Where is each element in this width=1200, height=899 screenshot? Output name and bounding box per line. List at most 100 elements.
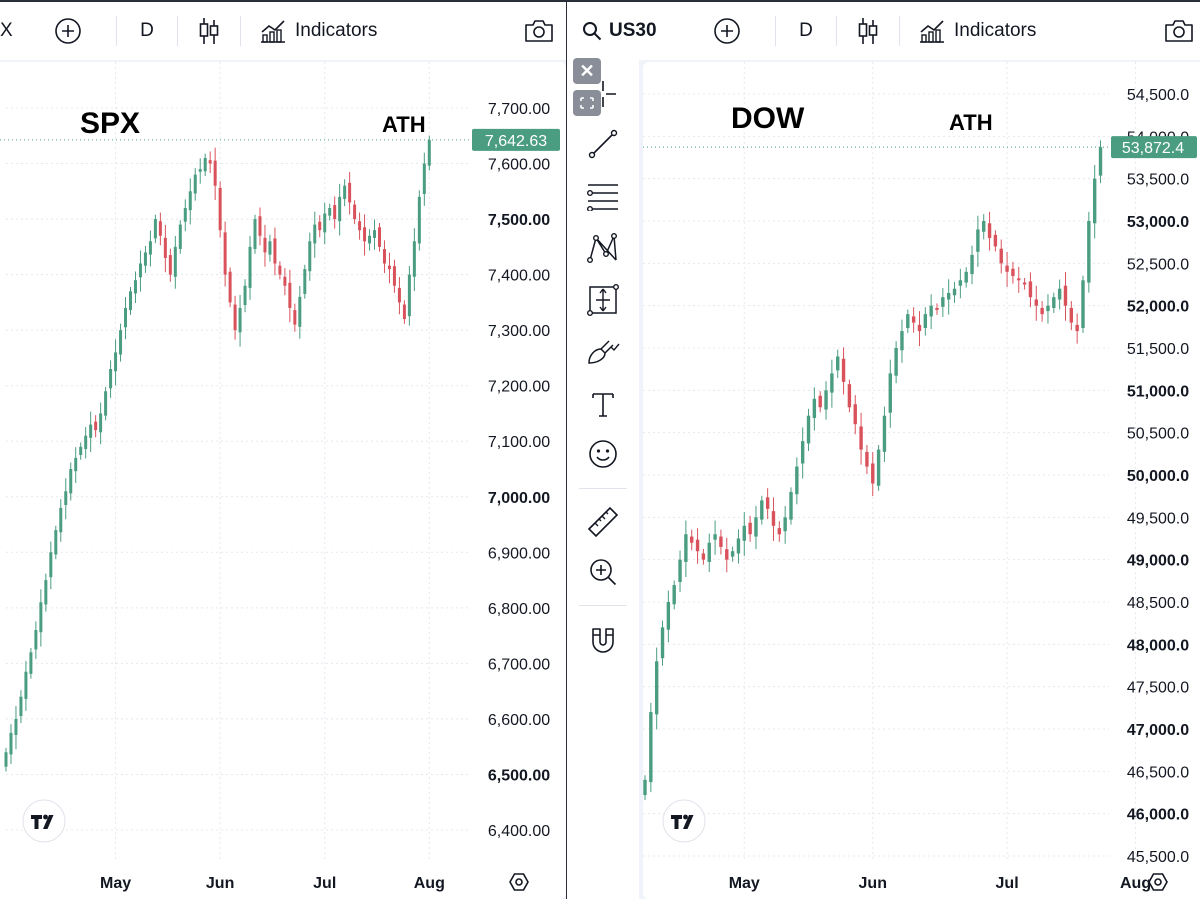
y-tick-label: 45,500.0 xyxy=(1127,849,1189,866)
candle-body xyxy=(422,163,426,194)
symbol-label: X xyxy=(0,20,13,41)
candle-body xyxy=(806,415,811,444)
tradingview-logo[interactable] xyxy=(662,799,706,843)
candle-body xyxy=(198,169,202,172)
indicators-label: Indicators xyxy=(954,20,1037,41)
magnet-tool[interactable] xyxy=(581,618,625,662)
candle-body xyxy=(812,398,817,419)
left-chart-card xyxy=(0,62,566,899)
dow-chart[interactable]: 45,500.0 46,000.0 46,500.0 47,000.0 47,500.0… xyxy=(567,60,1200,899)
candle-body xyxy=(387,265,391,270)
y-tick-label: 7,600.00 xyxy=(488,157,550,174)
settings-gear-icon[interactable] xyxy=(509,873,529,891)
y-tick-label: 49,000.0 xyxy=(1127,553,1189,570)
pane-divider[interactable] xyxy=(566,0,567,899)
y-tick-label: 53,000.0 xyxy=(1127,214,1189,231)
candle-body xyxy=(725,549,729,560)
y-tick-label: 7,500.00 xyxy=(488,212,550,229)
add-symbol-button[interactable] xyxy=(679,1,775,61)
candle-body xyxy=(258,216,262,236)
tradingview-logo[interactable] xyxy=(22,799,66,843)
candle-body xyxy=(754,517,758,537)
candle-body xyxy=(323,213,327,233)
candle-body xyxy=(34,630,38,650)
y-tick-label: 6,800.00 xyxy=(488,601,550,618)
chart-type-button[interactable] xyxy=(837,1,899,61)
snapshot-button[interactable] xyxy=(1162,1,1196,61)
candle-body xyxy=(303,269,307,294)
candle-body xyxy=(233,304,237,331)
camera-icon xyxy=(1165,20,1193,42)
y-tick-label: 50,000.0 xyxy=(1127,468,1189,485)
chart-type-button[interactable] xyxy=(178,1,240,61)
candle-body xyxy=(228,271,232,303)
right-chart-pane[interactable]: US30 D Indicators 45,500.0 46,000.0 46,500… xyxy=(567,0,1200,899)
forecast-tool[interactable] xyxy=(581,278,625,322)
candle-body xyxy=(218,187,222,231)
left-chart-pane[interactable]: X D Indicators 6,400.00 6,500.00 6,600.00 6… xyxy=(0,0,566,899)
candle-body xyxy=(338,196,342,222)
symbol-search-button[interactable]: US30 xyxy=(567,1,679,61)
symbol-search-button[interactable]: X xyxy=(0,1,20,61)
candle-body xyxy=(313,224,317,244)
spx-chart[interactable]: 6,400.00 6,500.00 6,600.00 6,700.00 6,800.00… xyxy=(0,60,566,899)
candle-body xyxy=(684,534,688,562)
fib-retracement-tool[interactable] xyxy=(581,174,625,218)
candle-body xyxy=(173,246,177,277)
candle-body xyxy=(935,307,939,310)
indicators-button[interactable]: Indicators xyxy=(241,1,377,61)
candle-body xyxy=(742,525,746,541)
candle-body xyxy=(49,552,53,578)
text-tool[interactable] xyxy=(581,382,625,426)
candle-body xyxy=(318,221,322,231)
candle-body xyxy=(69,469,73,494)
candle-body xyxy=(353,204,357,220)
settings-gear-icon[interactable] xyxy=(1148,873,1168,891)
candle-body xyxy=(293,310,297,325)
candle-body xyxy=(44,580,48,605)
candle-body xyxy=(39,602,43,633)
candle-body xyxy=(278,265,282,275)
candle-body xyxy=(59,507,63,533)
emoji-tool[interactable] xyxy=(581,432,625,476)
candle-body xyxy=(976,229,980,252)
trend-line-tool[interactable] xyxy=(581,122,625,166)
x-tick-label: Jul xyxy=(313,875,336,892)
candle-body xyxy=(268,241,272,255)
candle-body xyxy=(760,500,764,520)
left-toolbar: X D Indicators xyxy=(0,0,566,60)
candle-body xyxy=(958,280,963,286)
candle-body xyxy=(777,528,782,535)
snapshot-button[interactable] xyxy=(522,1,556,61)
y-tick-label: 51,000.0 xyxy=(1127,383,1189,400)
svg-text:53,872.4: 53,872.4 xyxy=(1122,140,1184,157)
brush-tool[interactable] xyxy=(581,330,625,374)
candle-body xyxy=(1081,280,1085,329)
candle-body xyxy=(382,249,386,264)
candle-body xyxy=(397,287,401,303)
crosshair-tool[interactable] xyxy=(581,72,625,116)
close-tools-button[interactable]: ✕ xyxy=(573,58,601,84)
candle-body xyxy=(964,271,968,283)
ruler-tool[interactable] xyxy=(581,500,625,544)
candle-body xyxy=(138,263,142,278)
candle-body xyxy=(124,307,128,328)
candle-body xyxy=(690,536,694,543)
candle-body xyxy=(707,542,711,562)
candle-body xyxy=(993,234,998,247)
y-tick-label: 48,000.0 xyxy=(1127,637,1189,654)
candle-body xyxy=(1052,297,1056,308)
forecast-icon xyxy=(587,284,620,317)
zoom-in-tool[interactable] xyxy=(581,550,625,594)
brush-icon xyxy=(588,340,620,364)
interval-button[interactable]: D xyxy=(776,1,836,61)
candle-body xyxy=(970,254,974,275)
candle-body xyxy=(412,241,416,277)
add-symbol-button[interactable] xyxy=(20,1,116,61)
interval-button[interactable]: D xyxy=(117,1,177,61)
candle-body xyxy=(1046,305,1050,312)
indicators-button[interactable]: Indicators xyxy=(900,1,1036,61)
pattern-tool[interactable] xyxy=(581,226,625,270)
fullscreen-button[interactable] xyxy=(573,90,601,116)
candle-body xyxy=(238,307,242,333)
